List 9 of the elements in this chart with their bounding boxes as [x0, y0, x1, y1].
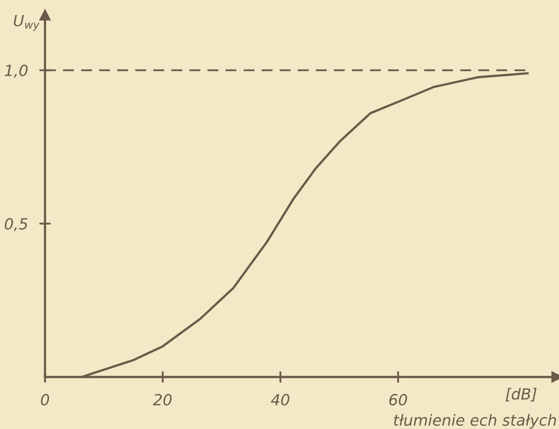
x-tick-label: 60: [389, 394, 408, 406]
y-axis-title: U$_{wy}$: [14, 15, 40, 31]
x-tick-label: 0: [40, 394, 50, 406]
y-tick-label: 0,5: [4, 218, 28, 232]
x-tick-label: 40: [270, 394, 290, 406]
text: [dB]: [506, 388, 536, 402]
x-axis-title: tłumienie ech stałych: [394, 414, 556, 429]
x-tick-label: 20: [153, 394, 172, 406]
y-tick-label: 1,0: [4, 64, 28, 78]
